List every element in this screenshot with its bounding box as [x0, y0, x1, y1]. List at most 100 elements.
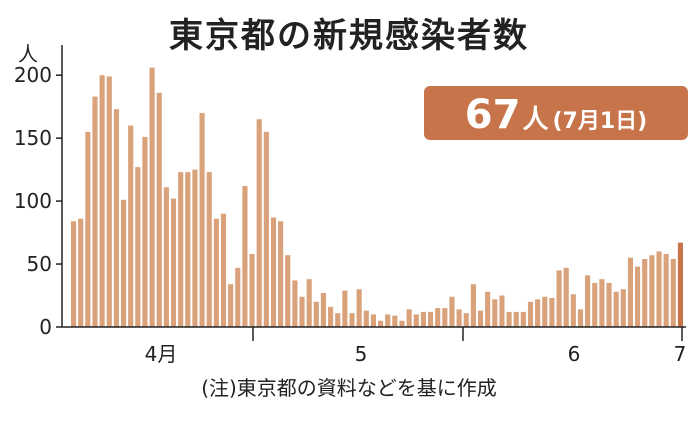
bar	[249, 253, 255, 327]
bar	[192, 169, 198, 327]
bar	[170, 198, 177, 327]
x-tick-label: 6	[568, 342, 581, 366]
bar	[270, 217, 277, 327]
axes	[61, 45, 686, 328]
bar	[613, 291, 619, 327]
latest-count-unit: 人	[522, 105, 549, 135]
bar	[92, 96, 98, 327]
chart-title: 東京都の新規感染者数	[169, 16, 529, 56]
bar	[220, 213, 227, 327]
bar	[470, 284, 476, 327]
bar	[620, 289, 626, 327]
bar	[199, 112, 205, 327]
bar	[299, 296, 305, 327]
bar	[463, 313, 469, 327]
bar	[256, 119, 262, 327]
bar-latest	[677, 242, 683, 327]
bar	[413, 314, 419, 327]
bar	[385, 314, 391, 327]
y-axis-ticks: 0 50 100 150 200	[14, 63, 62, 339]
bar	[570, 294, 576, 327]
bar	[163, 187, 169, 327]
bar	[485, 291, 491, 327]
bar	[627, 257, 634, 327]
y-tick-label: 0	[39, 315, 52, 339]
bar	[506, 311, 512, 327]
bar	[71, 221, 77, 327]
bar	[606, 282, 612, 327]
bar	[363, 310, 369, 327]
bar	[120, 199, 127, 327]
bar	[585, 275, 591, 327]
bar	[542, 296, 548, 327]
bar	[213, 218, 219, 327]
bar	[142, 136, 148, 327]
bar	[549, 298, 555, 327]
y-tick-label: 100	[14, 189, 52, 213]
bar	[399, 320, 405, 327]
bar	[235, 267, 241, 327]
bar	[535, 299, 541, 327]
bar	[642, 259, 648, 327]
bar	[85, 131, 91, 327]
bar	[492, 299, 498, 327]
bar	[520, 311, 526, 327]
bar	[513, 311, 519, 327]
bar	[427, 311, 434, 327]
bar	[663, 253, 669, 327]
bar	[106, 76, 112, 327]
bar	[306, 279, 312, 327]
bar	[228, 284, 234, 327]
bars	[71, 67, 683, 328]
bar	[635, 266, 641, 327]
bar	[370, 314, 376, 327]
latest-count-date: (7月1日)	[552, 109, 648, 134]
bar	[649, 255, 655, 327]
bar	[435, 308, 441, 327]
bar	[242, 185, 248, 327]
bar	[406, 309, 412, 327]
latest-count-badge: 67 人 (7月1日)	[424, 86, 688, 140]
bar	[556, 270, 562, 327]
bar	[656, 251, 662, 327]
bar	[313, 301, 319, 327]
bar	[456, 309, 462, 327]
y-axis-unit-label: 人	[18, 42, 38, 66]
x-tick-label: 4月	[145, 342, 178, 366]
x-tick-label: 5	[355, 342, 368, 366]
bar	[527, 301, 534, 327]
bar	[442, 308, 448, 327]
bar	[577, 309, 584, 327]
bar	[78, 218, 84, 327]
bar	[206, 172, 212, 327]
bar	[335, 313, 341, 327]
y-tick-label: 150	[14, 126, 52, 150]
bar	[670, 259, 676, 327]
bar	[349, 313, 355, 327]
bar	[99, 75, 105, 328]
bar	[128, 125, 134, 327]
bar	[135, 167, 141, 327]
bar	[342, 290, 348, 327]
bar	[113, 109, 119, 328]
bar	[420, 311, 426, 327]
bar	[328, 306, 334, 327]
source-note: (注)東京都の資料などを基に作成	[201, 376, 497, 400]
x-axis-ticks: 4月 5 6 7	[145, 327, 687, 366]
bar	[292, 280, 298, 327]
bar	[149, 67, 155, 327]
bar	[599, 279, 605, 327]
bar	[263, 131, 269, 327]
bar	[378, 320, 384, 327]
bar	[156, 92, 162, 327]
bar	[320, 293, 327, 327]
bar	[592, 282, 598, 327]
x-tick-label: 7	[674, 342, 687, 366]
y-tick-label: 200	[14, 63, 52, 87]
bar	[449, 296, 455, 327]
bar	[563, 267, 569, 327]
bar	[356, 289, 362, 327]
latest-count-value: 67	[464, 92, 521, 138]
bar	[278, 221, 284, 327]
